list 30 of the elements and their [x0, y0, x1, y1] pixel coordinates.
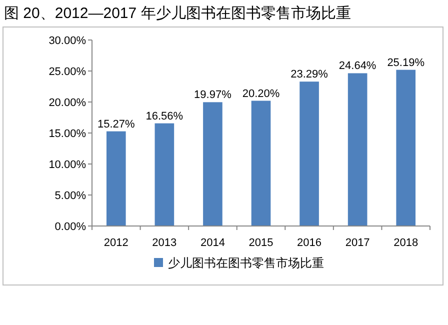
- text: 23.29%: [290, 68, 328, 81]
- y-tick-label: 10.00%: [48, 159, 86, 171]
- text: 16.56%: [146, 110, 184, 122]
- x-tick-label: 2016: [297, 237, 322, 249]
- bar: [251, 100, 271, 226]
- text: 19.97%: [194, 89, 232, 102]
- y-tick-label: 25.00%: [48, 66, 86, 78]
- y-tick-label: 15.00%: [48, 128, 86, 140]
- x-tick-label: 2018: [394, 237, 418, 249]
- text: 25.19%: [387, 56, 425, 69]
- text: 20.20%: [242, 88, 280, 100]
- y-tick-label: 30.00%: [48, 35, 86, 47]
- legend-label: 少儿图书在图书零售市场比重: [168, 256, 324, 270]
- x-tick-label: 2013: [152, 237, 177, 249]
- bar: [300, 82, 319, 226]
- x-tick-label: 2017: [345, 237, 370, 249]
- x-tick-label: 2015: [248, 237, 274, 249]
- x-tick-label: 2012: [104, 237, 128, 249]
- bar: [154, 123, 174, 226]
- bar: [396, 70, 416, 226]
- text: 15.27%: [97, 118, 135, 130]
- y-tick-label: 0.00%: [54, 221, 86, 233]
- bar: [203, 102, 222, 226]
- y-tick-label: 5.00%: [54, 190, 86, 202]
- bar: [348, 73, 368, 226]
- chart-title: 图 20、2012—2017 年少儿图书在图书零售市场比重: [4, 5, 351, 22]
- x-tick-label: 2014: [200, 237, 225, 249]
- y-tick-label: 20.00%: [48, 97, 86, 109]
- bar: [106, 131, 126, 226]
- text: 24.64%: [338, 60, 376, 72]
